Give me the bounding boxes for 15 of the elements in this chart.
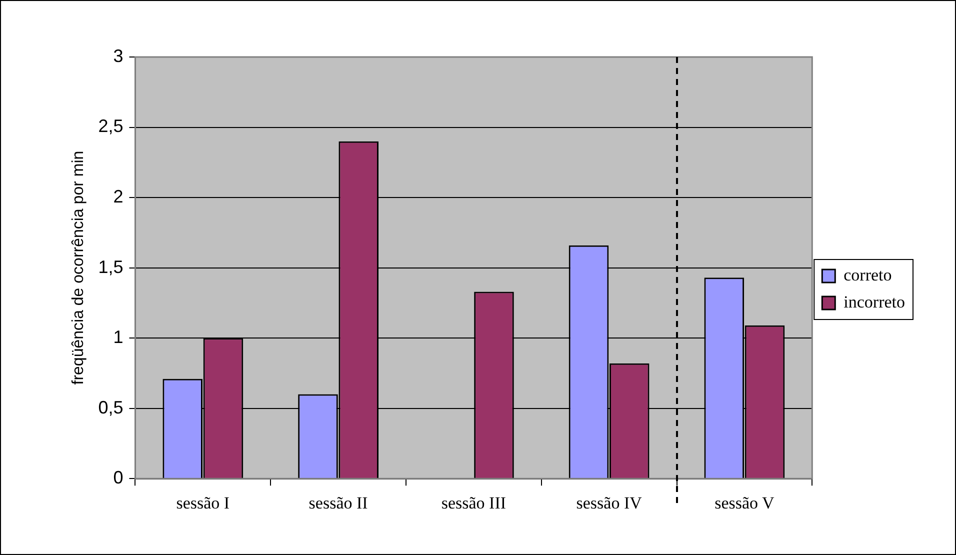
y-tick-label: 0	[113, 468, 124, 488]
x-tick-label: sessão IV	[576, 493, 643, 512]
x-tick-label: sessão III	[441, 493, 506, 512]
y-tick-label: 2	[113, 186, 124, 206]
y-axis-title: freqüência de ocorrência por min	[70, 150, 88, 385]
y-tick-label: 3	[113, 46, 124, 66]
x-tick-label: sessão V	[714, 493, 775, 512]
legend-label: incorreto	[844, 292, 905, 312]
y-tick-label: 1	[113, 327, 124, 348]
y-tick-label: 1,5	[98, 256, 124, 277]
x-tick-label: sessão II	[308, 493, 368, 512]
legend-label: correto	[844, 265, 892, 284]
y-tick-label: 2,5	[98, 116, 124, 136]
y-tick-label: 0,5	[98, 397, 124, 418]
x-tick-label: sessão I	[176, 493, 230, 512]
